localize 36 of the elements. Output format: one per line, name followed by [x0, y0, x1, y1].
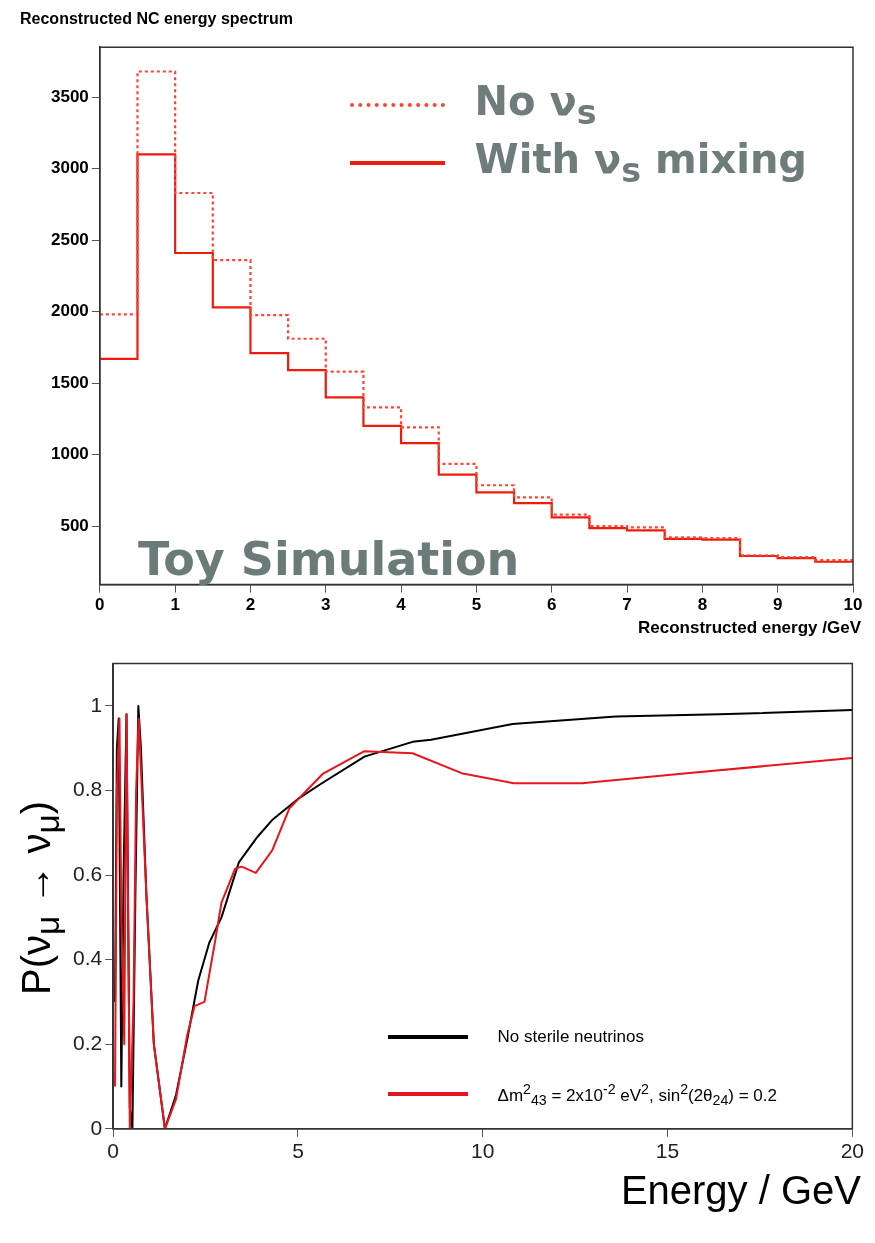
x-tick-label: 15	[655, 1139, 680, 1163]
text: Δm$^{2}$$_{43}$ = 2x10$^{-2}$ eV$^{2}$, sin$^{2}$(2θ$_{24}$) = 0.2	[497, 1080, 777, 1108]
x-axis-title: Reconstructed energy /GeV	[638, 618, 861, 638]
annotation: Toy Simulation	[138, 532, 520, 586]
y-tick-label: 1000	[50, 444, 89, 464]
y-tick-label: 0.8	[72, 777, 103, 801]
x-tick-label: 5	[471, 595, 482, 615]
x-tick-label: 20	[840, 1139, 864, 1163]
x-tick-label: 7	[622, 595, 632, 615]
y-tick-label: 0	[90, 1115, 103, 1139]
y-tick-label: 1500	[50, 372, 89, 392]
x-tick-label: 2	[245, 595, 256, 615]
x-axis-title: Energy / GeV	[620, 1168, 861, 1213]
chart-title: Reconstructed NC energy spectrum	[20, 10, 293, 28]
y-tick-label: 0.6	[72, 861, 103, 885]
legend-label: No sterile neutrinos	[497, 1026, 644, 1047]
y-tick-label: 1	[90, 692, 103, 716]
y-tick-label: 3000	[50, 158, 89, 178]
x-tick-label: 1	[170, 595, 180, 615]
x-tick-label: 0	[107, 1139, 120, 1163]
y-tick-label: 0.2	[72, 1031, 103, 1055]
legend-label: No ν$_{s}$	[474, 78, 597, 132]
x-tick-label: 5	[292, 1139, 304, 1163]
x-tick-label: 8	[697, 595, 708, 615]
y-tick-label: 2000	[50, 301, 89, 321]
y-tick-label: 0.4	[72, 946, 103, 970]
y-tick-label: 2500	[50, 229, 89, 249]
legend-label: With ν$_{s}$ mixing	[474, 136, 807, 190]
x-tick-label: 10	[471, 1139, 495, 1163]
y-tick-label: 3500	[50, 86, 89, 106]
x-tick-label: 10	[843, 595, 863, 615]
x-tick-label: 6	[546, 595, 557, 615]
y-tick-label: 500	[60, 515, 89, 535]
x-tick-label: 9	[772, 595, 783, 615]
x-tick-label: 3	[321, 595, 331, 615]
x-tick-label: 4	[396, 595, 407, 615]
